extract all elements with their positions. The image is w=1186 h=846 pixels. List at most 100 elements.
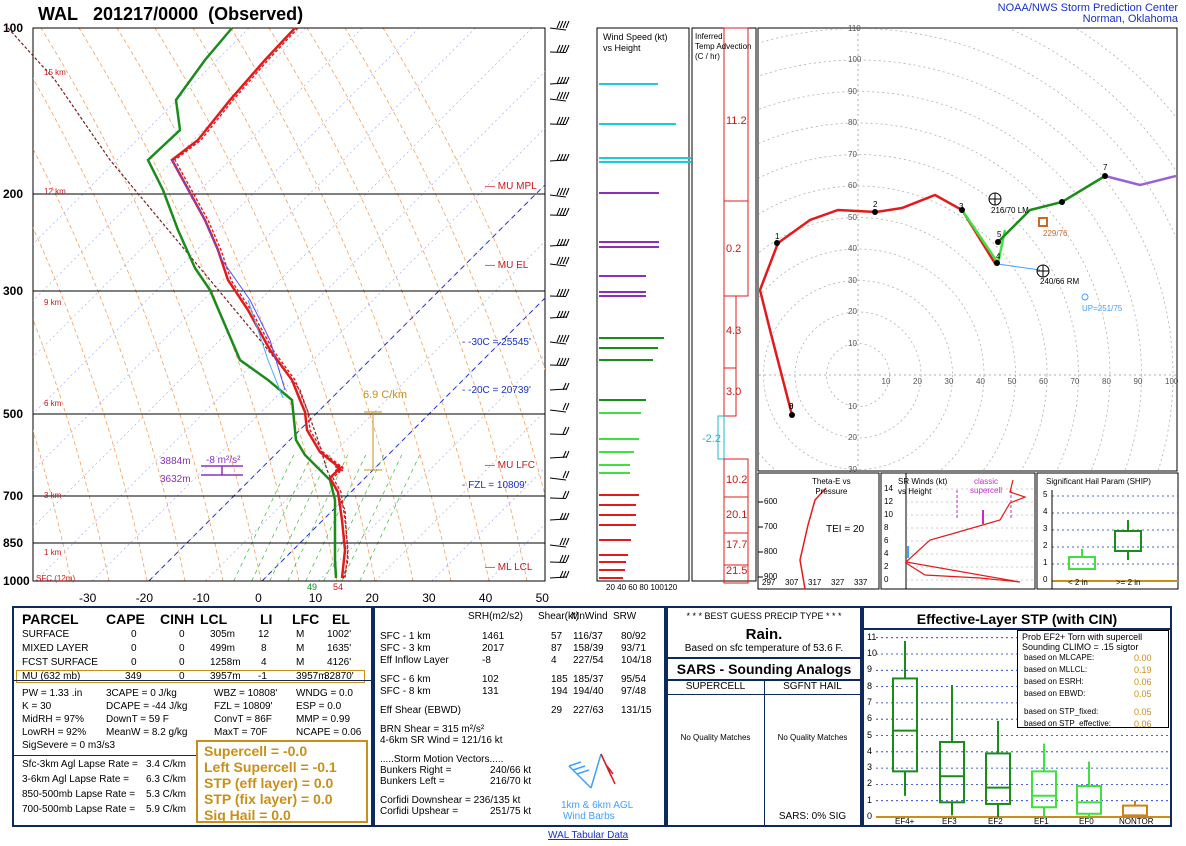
classic-supercell-label: classic supercell — [970, 477, 1003, 495]
temp-adv-value: 0.2 — [726, 243, 742, 255]
parcel-cell: SURFACE — [22, 629, 70, 640]
index-left: MidRH = 97% — [22, 714, 84, 725]
divider — [14, 755, 196, 756]
wind-barb-flag — [556, 153, 561, 162]
hodo-x-tick: 70 — [1070, 377, 1080, 386]
index-right2: ESP = 0.0 — [296, 701, 342, 712]
temp-adv-value: -2.2 — [702, 433, 721, 445]
thetae-p-tick: 900 — [764, 572, 778, 581]
srw-y-tick: 14 — [884, 484, 893, 493]
parcel-header: EL — [332, 611, 350, 627]
hodo-ring — [759, 59, 1174, 470]
parcel-cell: MU (632 mb) — [22, 671, 81, 682]
parcel-cell: 1258m — [210, 657, 241, 668]
barb-legend-blue — [568, 753, 612, 789]
stp-y-tick: 9 — [867, 664, 873, 675]
index-right2: NCAPE = 0.06 — [296, 727, 362, 738]
wind-barb-flag — [562, 207, 567, 216]
index-mid: 3CAPE = 0 J/kg — [106, 688, 177, 699]
index-right1: MaxT = 70F — [214, 727, 268, 738]
kin-cell: 2017 — [482, 643, 505, 654]
index-right2: MMP = 0.99 — [296, 714, 351, 725]
thetae-x-tick: 307 — [785, 578, 799, 587]
kin-cell: 80/92 — [621, 631, 647, 642]
hodo-point — [995, 239, 1001, 245]
hodo-ring — [763, 280, 953, 470]
composite-index: Sig Hail = 0.0 — [204, 807, 291, 823]
index-right1: FZL = 10809' — [214, 701, 273, 712]
stp-legend: Prob EF2+ Torn with supercell Sounding CL… — [1017, 630, 1169, 729]
hodo-x-tick: 80 — [1102, 377, 1111, 386]
dgz-top-label: 3884m — [160, 456, 191, 467]
sars-supercell-header: SUPERCELL — [685, 681, 746, 692]
parcel-cell: 0 — [179, 643, 185, 654]
height-label: 9 km — [44, 298, 62, 307]
temp-tick: 30 — [422, 591, 436, 605]
thetae-x-tick: 317 — [808, 578, 822, 587]
wind-barb-flag — [562, 334, 567, 343]
temp-tick: 50 — [535, 591, 549, 605]
skewt-frame — [32, 27, 546, 582]
wind-barb-flag — [556, 357, 561, 366]
hodo-x-tick: 40 — [976, 377, 985, 386]
parcel-cell: 8 — [261, 643, 267, 654]
parcel-cell: 0 — [131, 643, 137, 654]
kin-cell: 57 — [551, 631, 563, 642]
ship-frame — [1036, 472, 1179, 590]
bunkers-left-label: 216/70 LM — [991, 206, 1029, 215]
wind-barb-flag — [562, 537, 567, 546]
kin-cell: 227/63 — [573, 705, 604, 716]
bunkers-left-value: 216/70 kt — [490, 776, 532, 787]
stp-box — [892, 677, 918, 773]
wind-barb-flag — [556, 207, 561, 216]
minus30-height: - -30C = 25545' — [462, 337, 531, 348]
parcel-cell: 1635' — [327, 643, 352, 654]
isotherm — [91, 127, 545, 581]
hodo-point — [872, 209, 878, 215]
stp-y-tick: 7 — [867, 696, 873, 707]
stp-prob-label: based on STP_effective: — [1024, 719, 1112, 728]
wind-barb-flag — [559, 44, 564, 53]
hodograph-frame — [757, 27, 1178, 472]
hodo-point-label: 2 — [873, 200, 878, 209]
wind-barb-flag — [562, 512, 567, 521]
stp-prob-label: based on STP_fixed: — [1024, 707, 1099, 716]
ship-y-tick: 2 — [1043, 541, 1048, 550]
wind-barb-flag — [565, 91, 570, 100]
wind-speed-axis: 20 40 60 80 100120 — [606, 583, 678, 592]
wind-barb-flag — [565, 470, 570, 479]
temp-adv-box — [723, 367, 737, 417]
isotherm — [205, 240, 545, 581]
hodo-x-tick: 60 — [1039, 377, 1048, 386]
dewpoint-trace — [146, 27, 338, 579]
parcel-cell: 3957m — [296, 671, 327, 682]
height-label: SFC (12m) — [36, 574, 76, 583]
wind-barb-flag — [559, 357, 564, 366]
tabular-data-link[interactable]: WAL Tabular Data — [548, 830, 629, 841]
wind-barb-flag — [559, 207, 564, 216]
lapse-value: 6.3 C/km — [146, 774, 187, 785]
stp-y-tick: 0 — [867, 811, 873, 821]
hodograph — [759, 29, 1176, 470]
barb-legend-graphic — [568, 753, 616, 789]
height-label: 15 km — [44, 68, 66, 77]
temp-adv-box — [717, 415, 725, 460]
pressure-label: 100 — [3, 21, 24, 35]
wind-barb-flag — [565, 238, 570, 247]
thetae-x-tick: 337 — [854, 578, 868, 587]
dry-adiabat — [40, 28, 262, 581]
wind-barb-flag — [565, 256, 570, 265]
ship-title: Significant Hail Param (SHIP) — [1046, 477, 1151, 486]
org-credit: NOAA/NWS Storm Prediction Center Norman,… — [997, 2, 1178, 25]
wind-barbs — [549, 20, 570, 579]
pressure-label: 1000 — [3, 574, 30, 588]
stp-y-tick: 1 — [867, 794, 873, 805]
wind-barb-flag — [565, 512, 570, 521]
stp-prob-value: 0.06 — [1134, 677, 1152, 687]
hodo-x-tick: 90 — [1133, 377, 1143, 386]
srw-y-tick: 10 — [884, 510, 893, 519]
isotherm — [33, 28, 476, 471]
wind-barb-flag — [562, 256, 567, 265]
sars-supercell-matches: No Quality Matches — [680, 733, 751, 742]
skewt-grid — [33, 27, 545, 582]
